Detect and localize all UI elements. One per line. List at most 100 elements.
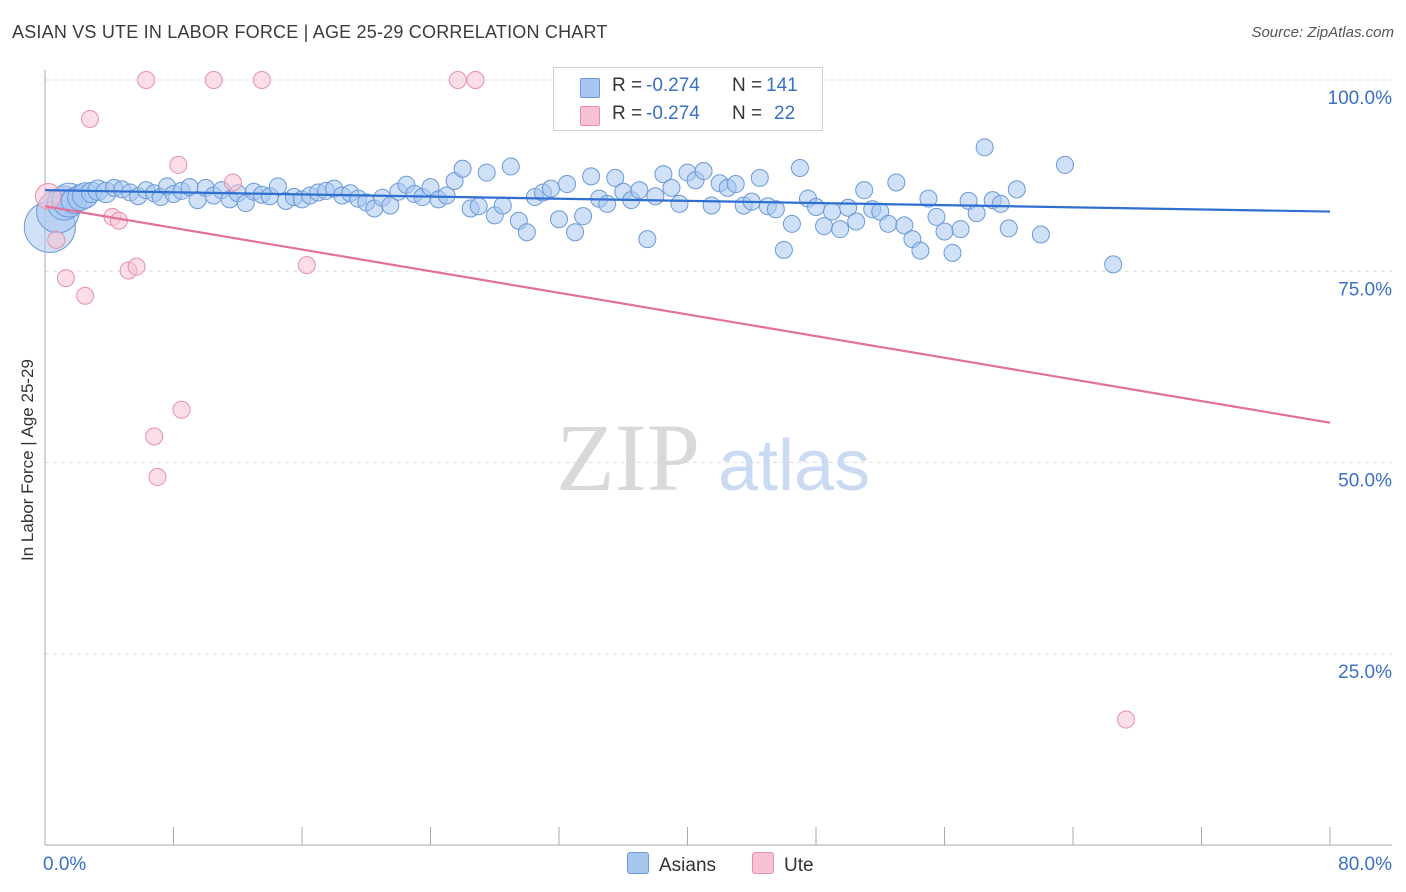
asian-point	[975, 138, 994, 157]
y-axis-title: In Labor Force | Age 25-29	[18, 359, 37, 561]
asian-point	[790, 158, 809, 177]
n-value: 141	[766, 75, 798, 96]
legend-item-asians[interactable]: Asians	[627, 852, 716, 877]
chart-title: ASIAN VS UTE IN LABOR FORCE | AGE 25-29 …	[12, 22, 608, 42]
asian-point	[895, 216, 914, 235]
legend-item-ute[interactable]: Ute	[752, 852, 814, 877]
asian-point	[566, 223, 585, 242]
asian-point	[927, 207, 946, 226]
asian-point	[582, 167, 601, 186]
asians-swatch	[627, 852, 649, 874]
tick-labels: 100.0% 75.0% 50.0% 25.0% 0.0% 80.0%	[43, 88, 1392, 875]
ute-point	[297, 256, 316, 275]
asian-point	[999, 219, 1018, 238]
asians-label: Asians	[659, 855, 717, 876]
ute-point	[252, 71, 271, 89]
ute-point	[137, 71, 156, 89]
asian-point	[782, 214, 801, 233]
asian-point	[1104, 255, 1123, 274]
asian-point	[831, 220, 850, 239]
ute-point	[204, 71, 223, 89]
y-tick-label: 75.0%	[1338, 279, 1392, 300]
legend-row-ute: R = -0.274 N = 22	[554, 100, 822, 130]
watermark-atlas: atlas	[718, 426, 870, 506]
asian-point	[911, 241, 930, 260]
ute-point	[448, 71, 467, 89]
legend-row-asians: R = -0.274 N = 141	[554, 72, 822, 102]
n-value: 22	[774, 103, 796, 124]
asian-point	[879, 214, 898, 233]
asian-point	[662, 178, 681, 197]
asian-point	[550, 210, 568, 229]
asian-trend-line	[44, 189, 1331, 213]
ute-point	[223, 173, 242, 192]
ute-point	[172, 400, 191, 419]
asian-point	[558, 175, 577, 194]
axes	[44, 70, 1392, 846]
asian-point	[469, 197, 488, 216]
asian-point	[670, 194, 689, 213]
asians-swatch	[580, 78, 600, 98]
watermark-zip: ZIP	[556, 404, 700, 511]
asian-point	[855, 181, 874, 200]
r-value: -0.274	[646, 75, 700, 96]
asian-point	[437, 186, 456, 205]
asian-point	[630, 181, 649, 200]
y-tick-label: 100.0%	[1328, 88, 1393, 109]
asian-point	[935, 222, 954, 241]
ute-point	[466, 71, 485, 89]
asian-point	[453, 159, 472, 178]
asian-point	[541, 179, 560, 198]
asian-point	[774, 240, 793, 259]
asian-point	[1007, 180, 1026, 199]
asian-point	[750, 168, 769, 187]
asian-point	[887, 173, 906, 192]
r-value: -0.274	[646, 103, 700, 124]
stats-legend: R = -0.274 N = 141 R = -0.274 N = 22	[553, 67, 823, 131]
asian-point	[726, 175, 745, 194]
asian-point	[517, 223, 536, 242]
asian-point	[501, 157, 520, 176]
asian-point	[967, 204, 986, 223]
asian-point	[477, 163, 496, 182]
x-tick-label: 80.0%	[1338, 854, 1392, 875]
ute-swatch	[752, 852, 774, 874]
asian-point	[702, 196, 721, 215]
ute-point	[80, 110, 99, 129]
asian-point	[646, 187, 665, 206]
asian-point	[574, 207, 593, 226]
x-tick-label: 0.0%	[43, 854, 86, 875]
ute-point	[1117, 710, 1136, 729]
ute-label: Ute	[784, 855, 814, 876]
asian-point	[943, 243, 962, 262]
ute-point	[34, 183, 62, 210]
grid-lines	[45, 79, 1392, 655]
y-tick-label: 50.0%	[1338, 471, 1392, 492]
watermark: ZIP atlas	[556, 404, 870, 511]
y-tick-label: 25.0%	[1338, 662, 1392, 683]
asian-point	[1031, 225, 1050, 244]
asian-point	[951, 220, 970, 239]
ute-point	[76, 286, 95, 305]
asian-point	[991, 194, 1010, 213]
asian-point	[823, 202, 842, 221]
trend-lines	[44, 189, 1331, 424]
ute-swatch	[580, 106, 600, 126]
asian-point	[638, 230, 657, 249]
source-label: Source: ZipAtlas.com	[1251, 24, 1394, 41]
ute-trend-line	[44, 205, 1331, 424]
asian-point	[694, 162, 713, 181]
r-label: R =	[612, 75, 643, 96]
ute-point	[127, 257, 146, 276]
asian-point	[606, 168, 625, 187]
ute-point	[169, 155, 188, 174]
asian-point	[847, 212, 866, 231]
series-legend: Asians Ute	[0, 850, 1406, 880]
asian-point	[919, 189, 938, 208]
asian-point	[598, 194, 617, 213]
ute-point	[47, 230, 66, 249]
asian-point	[654, 165, 673, 184]
ute-point	[145, 427, 164, 446]
asian-point	[493, 196, 512, 215]
